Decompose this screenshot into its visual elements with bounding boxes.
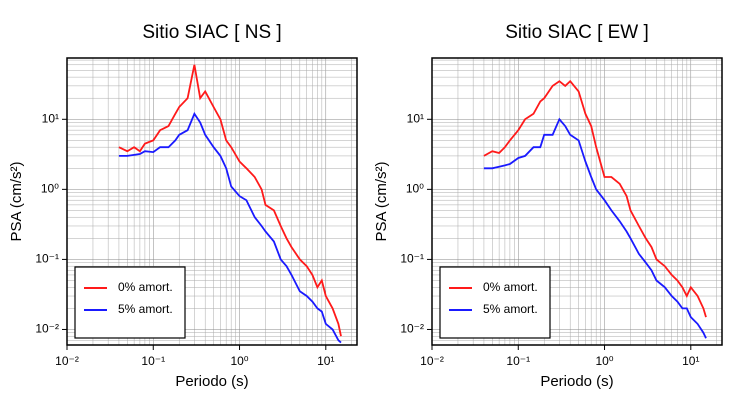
x-tick-label: 10⁰ — [595, 354, 613, 368]
legend-box — [439, 266, 551, 339]
series-line — [483, 79, 707, 318]
subplot: 10⁻² 10⁻¹ 10⁰ 10¹ 10⁻² 10⁻¹ 10⁰ 10¹ 0% amort. 5% … — [8, 22, 358, 390]
y-tick-label: 10⁻¹ — [35, 252, 59, 266]
x-tick-label: 10¹ — [317, 354, 334, 368]
plot-frame — [66, 57, 358, 346]
y-tick-label: 10⁻² — [400, 322, 424, 336]
y-tick-label: 10¹ — [407, 111, 424, 125]
x-tick-label: 10⁰ — [230, 354, 248, 368]
chart-title: Sitio SIAC [ NS ] — [142, 22, 281, 43]
legend-label: 5% amort. — [118, 302, 173, 316]
x-axis-label: Periodo (s) — [175, 373, 248, 390]
legend-label: 0% amort. — [118, 280, 173, 294]
x-tick-label: 10⁻¹ — [141, 354, 165, 368]
y-tick-label: 10⁰ — [406, 182, 424, 196]
x-tick-label: 10⁻² — [420, 354, 444, 368]
x-tick-label: 10¹ — [682, 354, 699, 368]
x-tick-label: 10⁻¹ — [506, 354, 530, 368]
y-tick-label: 10¹ — [42, 111, 59, 125]
y-tick-label: 10⁻² — [35, 322, 59, 336]
series-line — [118, 111, 342, 344]
legend-box — [74, 266, 186, 339]
plot-frame — [431, 57, 723, 346]
series-line — [118, 64, 342, 337]
y-axis-label: PSA (cm/s²) — [373, 161, 390, 241]
legend-label: 0% amort. — [483, 280, 538, 294]
series-line — [483, 117, 707, 339]
x-tick-label: 10⁻² — [55, 354, 79, 368]
chart-title: Sitio SIAC [ EW ] — [505, 22, 649, 43]
x-axis-label: Periodo (s) — [540, 373, 613, 390]
y-axis-label: PSA (cm/s²) — [8, 161, 25, 241]
y-tick-label: 10⁻¹ — [400, 252, 424, 266]
subplot: 10⁻² 10⁻¹ 10⁰ 10¹ 10⁻² 10⁻¹ 10⁰ 10¹ 0% amort. 5% … — [373, 22, 723, 390]
y-tick-label: 10⁰ — [41, 182, 59, 196]
legend-label: 5% amort. — [483, 302, 538, 316]
